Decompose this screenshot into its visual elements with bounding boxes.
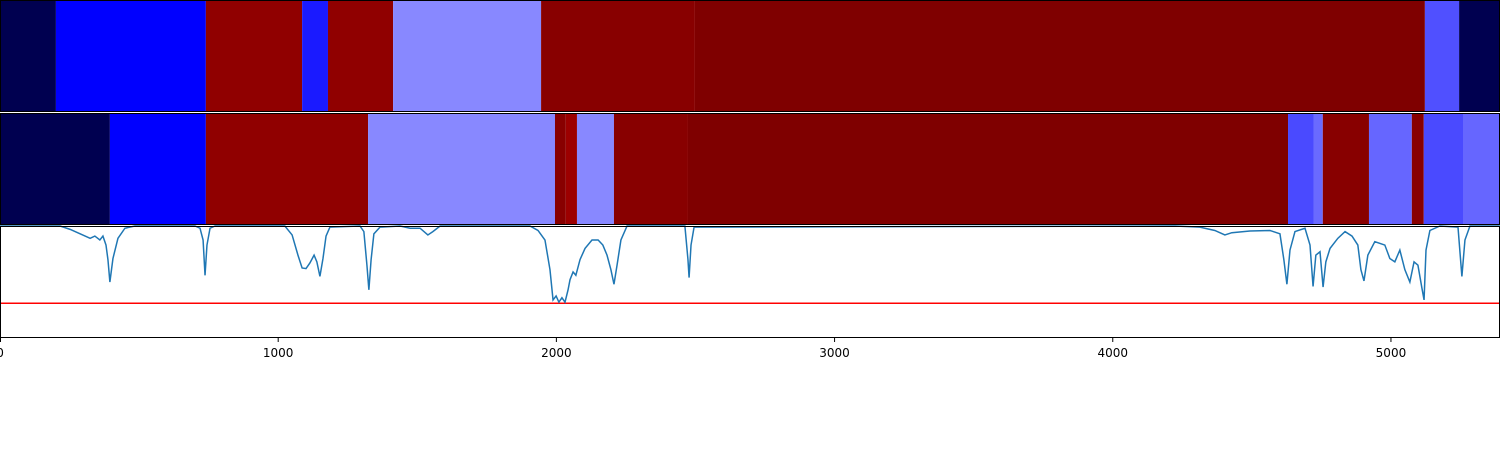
segment [205,0,303,112]
segment [1313,113,1323,225]
segment [687,113,1289,225]
segment [565,113,577,225]
x-tick-label: 3000 [819,346,850,360]
segment [0,113,110,225]
segment [327,0,394,112]
x-tick-label: 5000 [1376,346,1407,360]
segment [0,0,56,112]
segment [694,0,1425,112]
x-tick-label: 2000 [541,346,572,360]
segment [541,0,695,112]
segment [1288,113,1314,225]
segment [393,0,542,112]
x-tick-label: 0 [0,346,4,360]
segment [109,113,206,225]
segment [55,0,206,112]
segment [1459,0,1500,112]
segment [302,0,328,112]
segment [1423,113,1464,225]
segment [1463,113,1500,225]
x-tick-label: 4000 [1097,346,1128,360]
segment [1424,0,1460,112]
panel-frame [0,226,1500,338]
segment [1322,113,1369,225]
x-tick-label: 1000 [263,346,294,360]
segment [1411,113,1424,225]
segment [205,113,369,225]
segment [576,113,614,225]
segment [613,113,688,225]
segment [554,113,566,225]
segment [1368,113,1412,225]
signal-line [0,225,1500,304]
segment [368,113,555,225]
